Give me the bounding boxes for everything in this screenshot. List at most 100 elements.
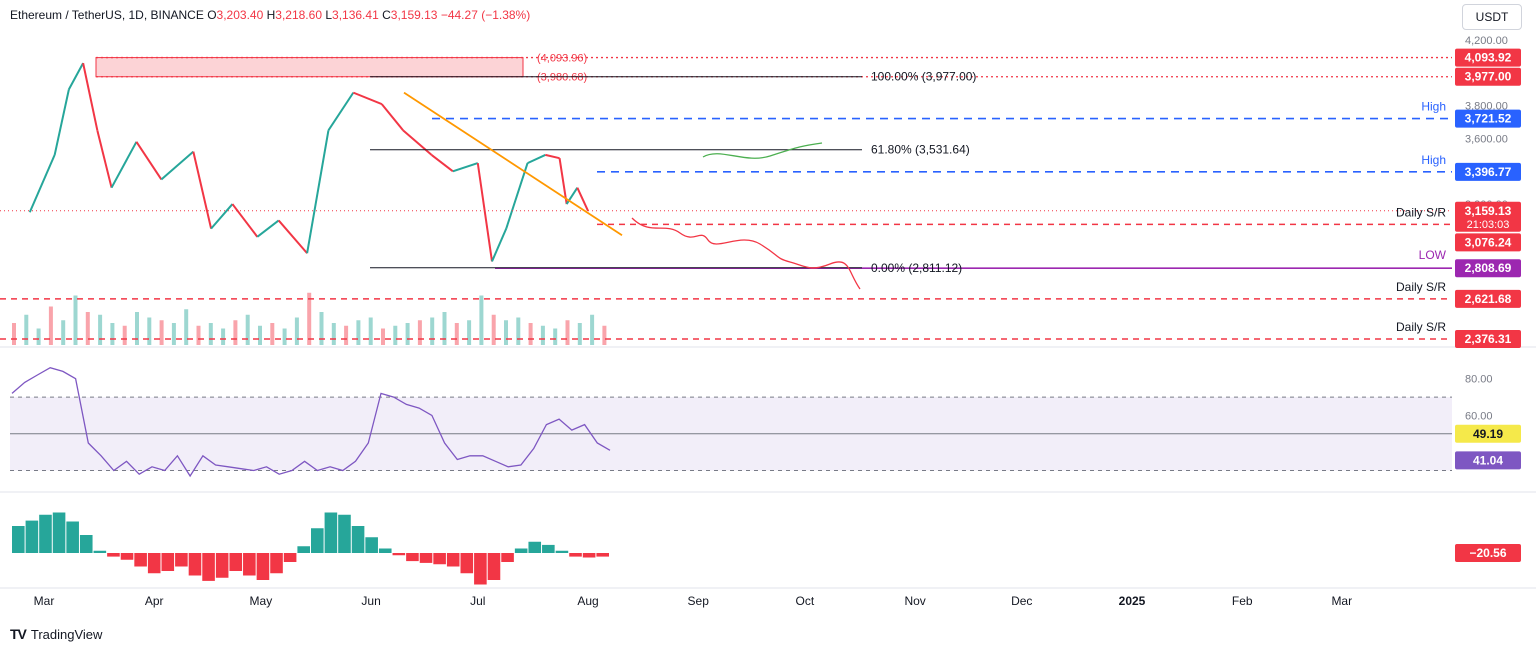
volume-bar bbox=[221, 328, 226, 345]
volume-bar bbox=[393, 325, 398, 345]
high-1-tag-text: 3,721.52 bbox=[1465, 112, 1512, 126]
macd-histogram-bar bbox=[25, 520, 39, 553]
close-value: 3,159.13 bbox=[390, 8, 438, 22]
price-series-segment bbox=[192, 151, 213, 229]
daily-sr-2-tag bbox=[1455, 289, 1521, 308]
currency-unit-button[interactable]: USDT bbox=[1462, 4, 1522, 30]
macd-tag bbox=[1455, 544, 1521, 562]
descending-trendline[interactable] bbox=[403, 91, 623, 236]
price-series-segment bbox=[327, 92, 355, 131]
time-axis-label: Aug bbox=[577, 594, 598, 608]
volume-bar bbox=[381, 328, 385, 345]
price-series-segment bbox=[545, 153, 560, 160]
macd-histogram-bar bbox=[433, 553, 446, 565]
daily-sr-1-tag-text: 3,076.24 bbox=[1465, 235, 1512, 249]
volume-bar bbox=[405, 323, 410, 345]
macd-histogram-bar bbox=[460, 553, 474, 574]
resistance-zone[interactable] bbox=[95, 57, 524, 78]
volume-bar bbox=[331, 323, 336, 345]
volume-bar bbox=[442, 312, 447, 345]
volume-bar bbox=[540, 325, 545, 345]
daily-sr-label-1: Daily S/R bbox=[1396, 205, 1446, 219]
macd-histogram-bar bbox=[542, 544, 555, 553]
macd-histogram-bar bbox=[202, 553, 215, 581]
macd-histogram-bar bbox=[215, 553, 229, 578]
rsi-ma-tag bbox=[1455, 424, 1521, 443]
volume-bar bbox=[48, 306, 53, 345]
volume-bar bbox=[270, 323, 275, 345]
volume-bar bbox=[184, 309, 189, 345]
volume-bar bbox=[491, 314, 496, 345]
rsi-line bbox=[11, 366, 611, 478]
volume-bar bbox=[122, 325, 127, 345]
daily-sr-label-3: Daily S/R bbox=[1396, 320, 1446, 334]
macd-histogram-bar bbox=[501, 553, 514, 562]
price-axis-tick: 3,600.00 bbox=[1465, 134, 1508, 146]
volume-bar bbox=[565, 320, 570, 345]
volume-bar bbox=[196, 325, 201, 345]
volume-bar bbox=[553, 328, 558, 345]
volume-bar bbox=[61, 320, 66, 345]
volume-bar bbox=[590, 314, 595, 345]
price-series-segment bbox=[53, 89, 70, 156]
price-series-segment bbox=[576, 187, 589, 212]
volume-bar bbox=[602, 325, 607, 345]
daily-sr-3-tag bbox=[1455, 330, 1521, 349]
daily-sr-3-tag-text: 2,376.31 bbox=[1465, 332, 1512, 346]
countdown-text: 21:03:03 bbox=[1467, 219, 1510, 231]
resistance-top-label: (4,093.96) bbox=[537, 53, 587, 65]
macd-histogram-bar bbox=[270, 553, 283, 574]
fib-label: 0.00% (2,811.12) bbox=[871, 261, 962, 275]
volume-bar bbox=[245, 314, 250, 345]
macd-histogram-bar bbox=[134, 553, 147, 567]
macd-histogram-bar bbox=[52, 512, 66, 553]
resistance-top-tag bbox=[1455, 48, 1521, 67]
volume-bar bbox=[307, 292, 312, 345]
low-tag bbox=[1455, 259, 1521, 278]
macd-histogram-bar bbox=[406, 553, 419, 562]
volume-bar bbox=[24, 314, 29, 345]
price-series-segment bbox=[491, 228, 508, 262]
volume-bar bbox=[282, 328, 287, 345]
time-axis-label: Dec bbox=[1011, 594, 1032, 608]
macd-histogram-bar bbox=[120, 553, 134, 560]
macd-histogram-bar bbox=[378, 548, 392, 553]
volume-bar bbox=[12, 323, 16, 345]
price-series-segment bbox=[68, 62, 84, 90]
macd-histogram-bar bbox=[283, 553, 297, 562]
volume-bar bbox=[110, 323, 115, 345]
time-axis-label: Oct bbox=[796, 594, 815, 608]
volume-bar bbox=[159, 320, 164, 345]
price-series-segment bbox=[452, 162, 479, 173]
price-series-segment bbox=[430, 154, 454, 173]
time-axis-label: Apr bbox=[145, 594, 164, 608]
price-series-segment bbox=[277, 219, 308, 254]
price-series-segment bbox=[231, 203, 259, 238]
price-series-segment bbox=[505, 162, 529, 229]
price-series-segment bbox=[527, 153, 546, 165]
macd-histogram-bar bbox=[351, 526, 365, 553]
time-axis-label: Nov bbox=[904, 594, 925, 608]
volume-bar bbox=[417, 320, 422, 345]
macd-histogram-bar bbox=[66, 521, 79, 553]
price-series-segment bbox=[82, 62, 99, 131]
rsi-ma-tag-text: 49.19 bbox=[1473, 427, 1503, 441]
time-axis-label: Mar bbox=[34, 594, 55, 608]
price-series-segment bbox=[160, 150, 194, 181]
bullish-projection-path bbox=[702, 142, 823, 159]
price-series-segment bbox=[565, 187, 579, 205]
volume-bar bbox=[98, 314, 103, 345]
macd-histogram-bar bbox=[569, 553, 582, 557]
symbol-legend: Ethereum / TetherUS, 1D, BINANCE O3,203.… bbox=[10, 8, 530, 22]
macd-histogram-bar bbox=[487, 553, 501, 580]
open-label: O bbox=[207, 8, 217, 22]
resistance-lower-label: (3,980.68) bbox=[537, 72, 587, 84]
macd-histogram-bar bbox=[39, 514, 52, 553]
price-series-segment bbox=[381, 103, 404, 131]
macd-histogram-bar bbox=[256, 553, 270, 580]
macd-histogram-bar bbox=[582, 553, 596, 558]
price-series-segment bbox=[402, 129, 433, 156]
resistance-lower-tag bbox=[1455, 67, 1521, 86]
volume-bar bbox=[504, 320, 508, 345]
